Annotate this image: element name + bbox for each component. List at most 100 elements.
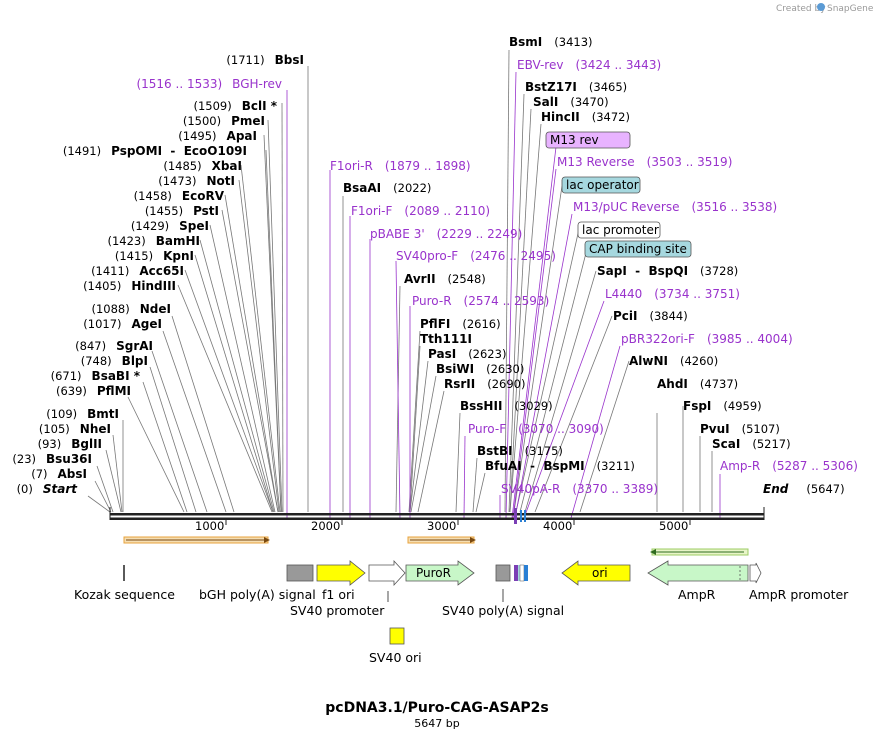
site-nhei: (105) NheI (39, 422, 111, 436)
site-f1ori-f: F1ori-F (2089 .. 2110) (351, 204, 490, 218)
map-title: pcDNA3.1/Puro-CAG-ASAP2s (325, 700, 548, 716)
ori-label: ori (592, 566, 608, 580)
site-bamhi: (1423) BamHI (107, 234, 200, 248)
site-bstbi: BstBI (3175) (477, 444, 563, 458)
site-agei: (1017) AgeI (83, 317, 162, 331)
f1-ori-label: f1 ori (322, 587, 355, 602)
site-avrii: AvrII (2548) (404, 272, 486, 286)
tick-4000: 4000 (543, 519, 572, 533)
site-psti: (1455) PstI (145, 204, 219, 218)
site-lac-operator: lac operator (566, 178, 639, 192)
site-amp-r: Amp-R (5287 .. 5306) (720, 459, 858, 473)
site-sgrai: (847) SgrAI (75, 339, 153, 353)
site-bsmi: BsmI (3413) (509, 35, 593, 49)
m13-rev-box (545, 131, 631, 149)
site-blpi: (748) BlpI (81, 354, 148, 368)
tick-1000: 1000 (195, 519, 224, 533)
sequence-backbone (109, 507, 765, 520)
site-bglii: (93) BglII (38, 437, 102, 451)
kozak-label: Kozak sequence (74, 587, 175, 602)
site-ecorv: (1458) EcoRV (134, 189, 225, 203)
bgh-polya-box (286, 564, 314, 582)
site-sv40pro-f: SV40pro-F (2476 .. 2495) (396, 249, 556, 263)
site-bsshii: BssHII (3029) (460, 399, 553, 413)
orf-arrow-3 (650, 548, 749, 556)
site-rsrii: RsrII (2690) (444, 377, 525, 391)
scale-ticks (225, 520, 691, 525)
tick-5000: 5000 (659, 519, 688, 533)
site-apai: (1495) ApaI (178, 129, 257, 143)
site-puro-f: Puro-F (3070 .. 3090) (468, 422, 604, 436)
site-hincii: HincII (3472) (541, 110, 630, 124)
site-scai: ScaI (5217) (712, 437, 791, 451)
site-bbsi: (1711) BbsI (226, 53, 304, 67)
site-spei: (1429) SpeI (131, 219, 209, 233)
site-puro-r: Puro-R (2574 .. 2593) (412, 294, 549, 308)
bgh-label: bGH poly(A) signal (199, 587, 316, 602)
ampr-arrow (647, 560, 749, 586)
site-pmei: (1500) PmeI (183, 114, 265, 128)
site-bsiwi: BsiWI (2630) (436, 362, 524, 376)
site-tth111i: Tth111I (420, 332, 472, 346)
site-m13-puc-reverse: M13/pUC Reverse (3516 .. 3538) (573, 200, 777, 214)
tick-2000: 2000 (311, 519, 340, 533)
site-bsaai: BsaAI (2022) (343, 181, 431, 195)
site-sapi: SapI - BspQI (3728) (597, 264, 738, 278)
lac-promoter-box (577, 221, 661, 239)
site-kpni: (1415) KpnI (115, 249, 194, 263)
site-pbr322ori-f: pBR322ori-F (3985 .. 4004) (621, 332, 793, 346)
site-start: (0) Start (17, 482, 79, 496)
site-noti: (1473) NotI (158, 174, 235, 188)
sv40-ori-box (389, 627, 405, 645)
site-acc65i: (1411) Acc65I (91, 264, 184, 278)
site-alwni: AlwNI (4260) (629, 354, 718, 368)
site-pasi: PasI (2623) (428, 347, 506, 361)
sv40-promoter-label: SV40 promoter (290, 603, 385, 618)
orf-arrow-1 (123, 536, 270, 544)
tick-3000: 3000 (427, 519, 456, 533)
site-bgh-rev: (1516 .. 1533) BGH-rev (136, 77, 282, 91)
site-bstz17i: BstZ17I (3465) (525, 80, 627, 94)
created-by-label: Created by (776, 4, 826, 14)
backbone-markers (514, 508, 526, 524)
ampr-promoter-arrow (749, 562, 762, 584)
ampr-promoter-label: AmpR promoter (749, 587, 849, 602)
snapgene-label: SnapGene (827, 4, 874, 14)
site-bfuai: BfuAI - BspMI (3211) (485, 459, 635, 473)
primer-connector-lines (286, 71, 721, 519)
lac-operator-box (561, 176, 641, 194)
site-bcli: (1509) BclI * (193, 99, 277, 113)
site-end: End (5647) (763, 482, 845, 496)
lac-promoter-marker (519, 564, 525, 582)
ori-arrow (561, 560, 631, 586)
site-f1ori-r: F1ori-R (1879 .. 1898) (330, 159, 471, 173)
site-ndei: (1088) NdeI (92, 302, 172, 316)
site-bsabi: (671) BsaBI * (51, 369, 141, 383)
f1-ori-arrow (316, 560, 366, 586)
ampr-label: AmpR (678, 587, 716, 602)
lac-marker (518, 565, 520, 581)
site-absi: (7) AbsI (31, 467, 87, 481)
site-pbabe3: pBABE 3' (2229 .. 2249) (370, 227, 522, 241)
site-pcii: PciI (3844) (613, 309, 688, 323)
cap-marker (524, 565, 528, 581)
orf-arrow-2 (407, 536, 476, 544)
site-sv40pa-r: SV40pA-R (3370 .. 3389) (501, 482, 658, 496)
site-fspi: FspI (4959) (683, 399, 762, 413)
snapgene-logo-icon (817, 3, 825, 11)
site-ahdi: AhdI (4737) (657, 377, 738, 391)
site-cap-binding: CAP binding site (589, 242, 687, 256)
site-lac-promoter: lac promoter (582, 223, 659, 237)
sv40-polya-label: SV40 poly(A) signal (442, 603, 564, 618)
site-sali: SalI (3470) (533, 95, 609, 109)
sv40-promoter-arrow (368, 559, 406, 587)
sv40-polya-box (495, 564, 511, 582)
site-m13-rev: M13 rev (550, 133, 599, 147)
site-ebv-rev: EBV-rev (3424 .. 3443) (517, 58, 661, 72)
site-hindiii: (1405) HindIII (83, 279, 176, 293)
m13-marker (514, 565, 518, 581)
site-pflfi: PflFI (2616) (420, 317, 501, 331)
site-connector-lines (87, 49, 713, 513)
cap-binding-box (584, 240, 692, 258)
